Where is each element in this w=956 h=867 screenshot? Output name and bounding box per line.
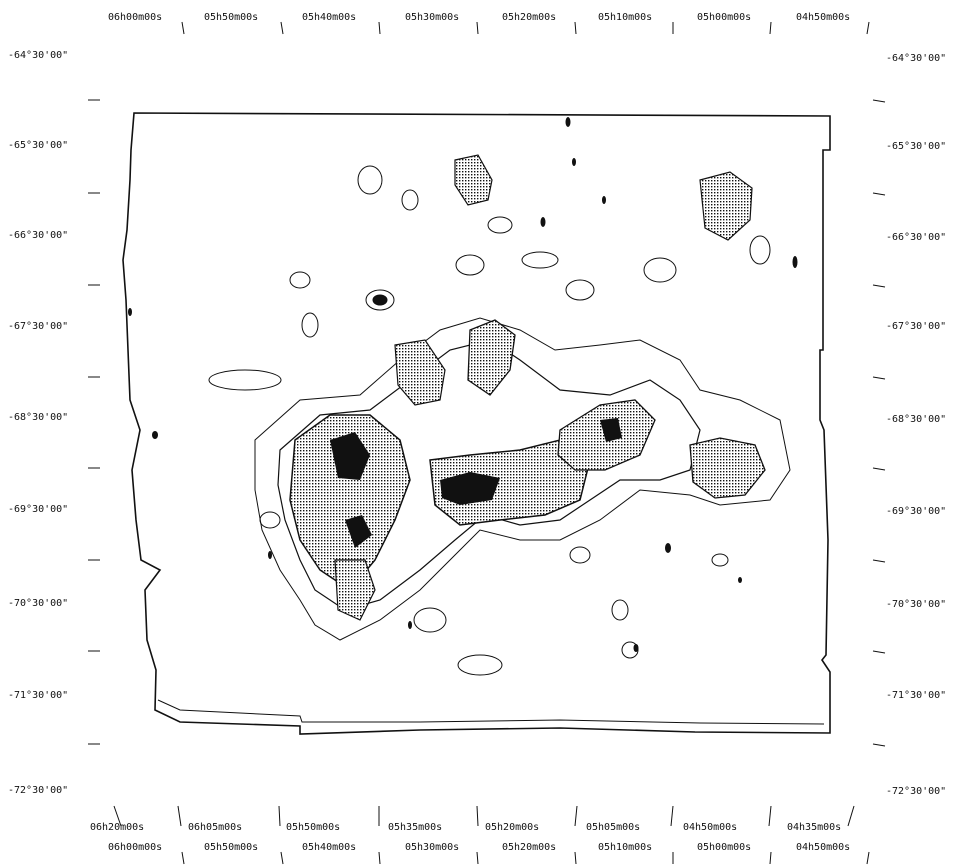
left-dec-labels: -64°30'00" -65°30'00" -66°30'00" -67°30'…	[8, 50, 68, 796]
bottom-ra-label: 05h00m00s	[697, 842, 751, 853]
bottom-ra-label: 05h10m00s	[598, 842, 652, 853]
contour-small-dots	[128, 117, 798, 652]
right-dec-label: -70°30'00"	[886, 599, 946, 610]
top-ra-label: 05h10m00s	[598, 12, 652, 23]
lower-ra-label: 05h05m00s	[586, 822, 640, 833]
contour-north-filament	[467, 319, 516, 396]
contour-southern-arm	[334, 559, 376, 621]
right-dec-label: -69°30'00"	[886, 506, 946, 517]
bottom-ra-label: 04h50m00s	[796, 842, 850, 853]
lower-ra-label: 06h05m00s	[188, 822, 242, 833]
contour-northwest-arm	[394, 339, 446, 406]
right-dec-labels: -64°30'00" -65°30'00" -66°30'00" -67°30'…	[886, 53, 946, 797]
right-dec-label: -64°30'00"	[886, 53, 946, 64]
lower-ra-label: 05h20m00s	[485, 822, 539, 833]
left-dec-label: -65°30'00"	[8, 140, 68, 151]
top-ra-label: 04h50m00s	[796, 12, 850, 23]
right-dec-label: -71°30'00"	[886, 690, 946, 701]
right-dec-label: -68°30'00"	[886, 414, 946, 425]
lower-ra-label: 04h35m00s	[787, 822, 841, 833]
contour-peak-southwest	[345, 515, 372, 548]
right-dec-label: -67°30'00"	[886, 321, 946, 332]
bottom-ra-label: 05h20m00s	[502, 842, 556, 853]
bottom-ra-label: 05h50m00s	[204, 842, 258, 853]
lower-ra-label: 05h35m00s	[388, 822, 442, 833]
contour-eastern-clump	[689, 437, 766, 499]
right-dec-label: -65°30'00"	[886, 141, 946, 152]
left-dec-label: -72°30'00"	[8, 785, 68, 796]
right-dec-label: -72°30'00"	[886, 786, 946, 797]
lower-ra-label: 04h50m00s	[683, 822, 737, 833]
top-ra-label: 05h20m00s	[502, 12, 556, 23]
left-dec-label: -70°30'00"	[8, 598, 68, 609]
survey-field	[122, 112, 831, 735]
left-dec-label: -64°30'00"	[8, 50, 68, 61]
bottom-ra-label: 05h30m00s	[405, 842, 459, 853]
bottom-ra-label: 06h00m00s	[108, 842, 162, 853]
left-dec-label: -68°30'00"	[8, 412, 68, 423]
bottom-ra-labels: 06h00m00s 05h50m00s 05h40m00s 05h30m00s …	[108, 842, 850, 853]
top-ra-label: 05h50m00s	[204, 12, 258, 23]
top-ra-label: 05h00m00s	[697, 12, 751, 23]
lower-ra-label: 06h20m00s	[90, 822, 144, 833]
top-ra-labels: 06h00m00s 05h50m00s 05h40m00s 05h30m00s …	[108, 12, 850, 23]
left-dec-label: -69°30'00"	[8, 504, 68, 515]
contour-blobs	[208, 165, 771, 676]
top-ra-label: 05h40m00s	[302, 12, 356, 23]
top-ra-label: 06h00m00s	[108, 12, 162, 23]
contour-peak-east	[600, 418, 622, 442]
contour-peak-west	[330, 432, 370, 480]
lower-ra-labels: 06h20m00s 06h05m00s 05h50m00s 05h35m00s …	[90, 822, 841, 833]
left-dec-label: -67°30'00"	[8, 321, 68, 332]
survey-boundary-lower-step	[157, 699, 825, 725]
lower-ra-label: 05h50m00s	[286, 822, 340, 833]
right-dec-label: -66°30'00"	[886, 232, 946, 243]
contour-northeast-clump	[699, 171, 753, 241]
top-ra-label: 05h30m00s	[405, 12, 459, 23]
bottom-ra-label: 05h40m00s	[302, 842, 356, 853]
contour-west-bar-core	[289, 414, 411, 591]
left-dec-label: -66°30'00"	[8, 230, 68, 241]
contour-north-clump	[454, 154, 493, 206]
frame-ticks	[88, 21, 886, 865]
left-dec-label: -71°30'00"	[8, 690, 68, 701]
contour-peak-central	[440, 472, 500, 505]
survey-boundary	[122, 112, 831, 735]
contour-central-bar-core	[429, 439, 591, 526]
